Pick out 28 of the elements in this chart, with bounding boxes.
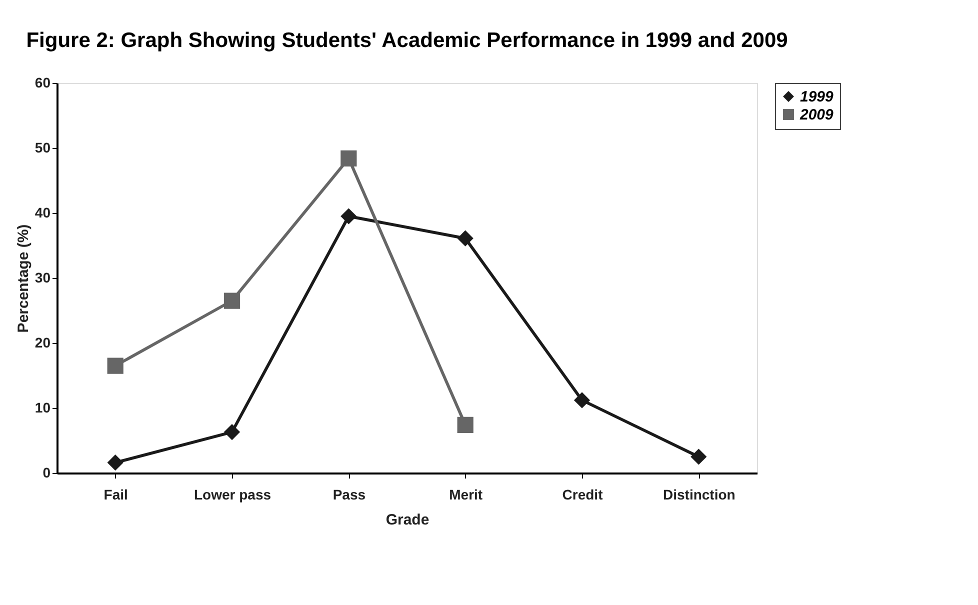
x-tick-label: Credit xyxy=(562,486,604,502)
point xyxy=(457,416,474,433)
y-tick-label: 40 xyxy=(34,204,51,220)
point xyxy=(107,358,124,374)
point xyxy=(340,150,357,166)
point xyxy=(224,424,240,440)
x-tick-label: Lower pass xyxy=(194,486,272,502)
point xyxy=(457,230,474,246)
legend-label: 1999 xyxy=(800,88,834,106)
y-tick-label: 10 xyxy=(34,400,51,416)
x-tick-label: Merit xyxy=(449,486,483,502)
x-tick-label: Fail xyxy=(104,486,128,502)
y-axis-title: Percentage (%) xyxy=(14,224,32,333)
point xyxy=(340,208,357,224)
x-tick-label: Distinction xyxy=(662,486,736,502)
x-axis-title: Grade xyxy=(386,512,430,528)
y-tick-label: 30 xyxy=(34,270,51,286)
point xyxy=(224,292,240,309)
point xyxy=(574,392,590,408)
point xyxy=(690,448,707,465)
y-tick-label: 20 xyxy=(34,334,51,350)
point xyxy=(107,454,124,471)
x-tick-label: Pass xyxy=(332,486,366,502)
y-tick-label: 50 xyxy=(34,140,51,156)
legend-label: 2009 xyxy=(799,106,834,124)
y-tick-label: 0 xyxy=(42,464,51,480)
chart-title: Figure 2: Graph Showing Students' Academic Performance in 1999 and 2009 xyxy=(26,29,788,52)
y-tick-label: 60 xyxy=(34,74,51,90)
